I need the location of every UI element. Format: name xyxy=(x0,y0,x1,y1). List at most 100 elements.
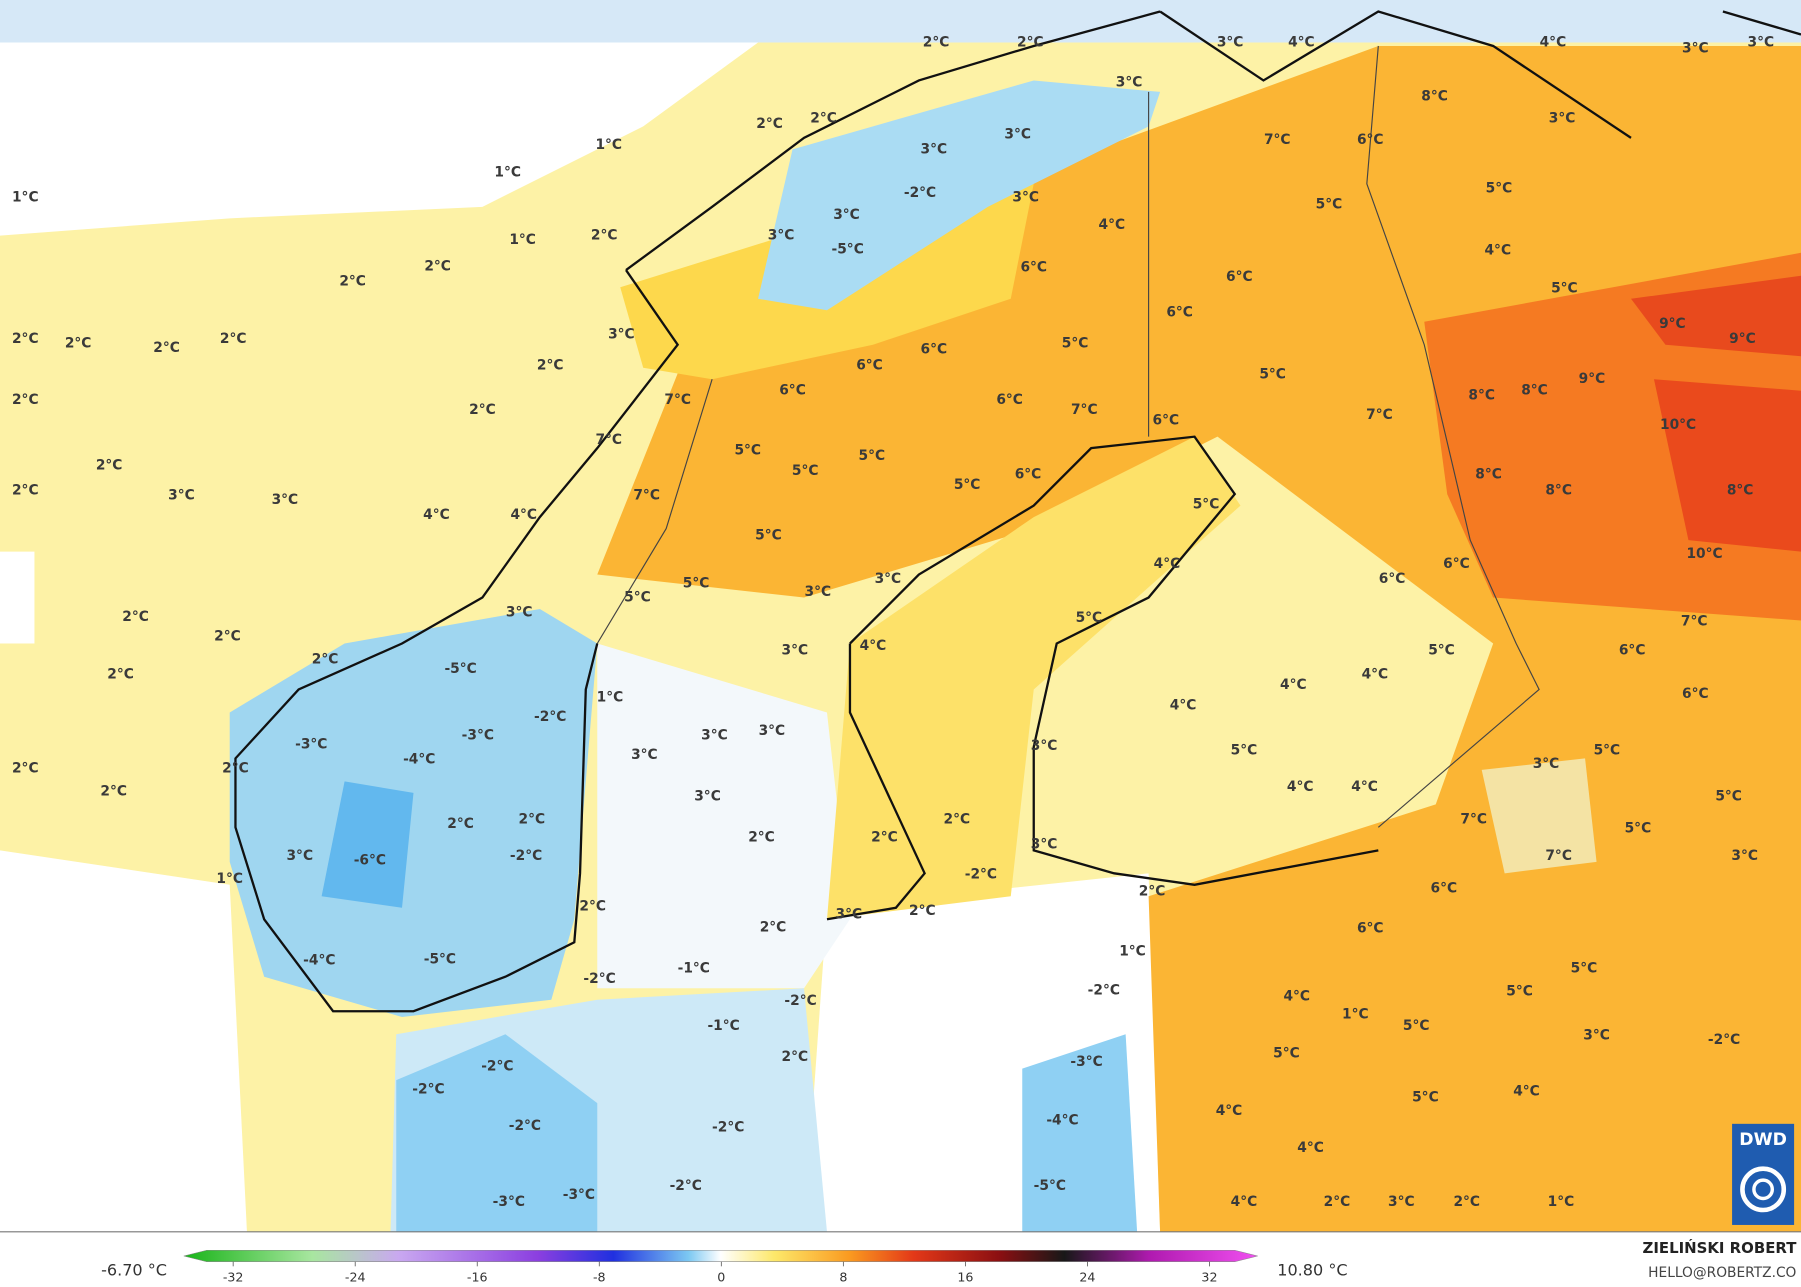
temperature-label: 3°C xyxy=(875,571,902,587)
temperature-label: -4°C xyxy=(403,752,435,768)
temperature-label: -2°C xyxy=(534,709,566,725)
temperature-label: 5°C xyxy=(1412,1089,1439,1105)
temperature-label: 5°C xyxy=(1594,742,1621,758)
temperature-label: 7°C xyxy=(1264,132,1291,148)
temperature-label: 3°C xyxy=(694,788,721,804)
temperature-labels: 2°C 2°C 3°C 4°C 4°C 3°C 3°C 3°C 2°C 2°C 1°C 1°C 1°C 8… xyxy=(12,35,1774,1210)
temperature-label: 3°C xyxy=(1217,35,1244,51)
temperature-label: 7°C xyxy=(664,392,691,408)
temperature-label: 3°C xyxy=(286,848,313,864)
region-red xyxy=(1631,275,1801,357)
temperature-label: 3°C xyxy=(1731,848,1758,864)
temperature-label: 10°C xyxy=(1686,546,1722,562)
temperature-label: 3°C xyxy=(272,492,299,508)
temperature-label: 3°C xyxy=(1533,756,1560,772)
logo-swirl xyxy=(1740,1166,1787,1213)
temperature-label: 7°C xyxy=(633,487,660,503)
temperature-label: 7°C xyxy=(1460,811,1487,827)
coastline xyxy=(234,10,1801,1013)
temperature-label: 3°C xyxy=(833,207,860,223)
temperature-label: 5°C xyxy=(1715,788,1742,804)
temperature-label: -2°C xyxy=(670,1178,702,1194)
colorbar-tick-label: -24 xyxy=(345,1269,366,1284)
temperature-label: 6°C xyxy=(1379,571,1406,587)
temperature-label: -1°C xyxy=(678,961,710,977)
temperature-label: 2°C xyxy=(760,919,787,935)
temperature-label: 5°C xyxy=(1316,197,1343,213)
temperature-label: 5°C xyxy=(1193,496,1220,512)
temperature-label: 3°C xyxy=(768,228,795,244)
colorbar-tick-label: -32 xyxy=(223,1269,244,1284)
temperature-label: 6°C xyxy=(856,357,883,373)
temperature-label: 4°C xyxy=(1287,779,1314,795)
temperature-label: 3°C xyxy=(921,141,948,157)
temperature-label: 4°C xyxy=(1513,1084,1540,1100)
region-white xyxy=(597,643,850,989)
temperature-label: 7°C xyxy=(1071,402,1098,418)
temperature-label: 3°C xyxy=(506,604,533,620)
temperature-label: 6°C xyxy=(1357,132,1384,148)
temperature-label: 2°C xyxy=(1324,1194,1351,1210)
colorbar-tick-label: 16 xyxy=(957,1269,973,1284)
temperature-label: 2°C xyxy=(909,903,936,919)
temperature-label: -3°C xyxy=(493,1194,525,1210)
temperature-label: 2°C xyxy=(519,811,546,827)
temperature-label: 2°C xyxy=(214,629,241,645)
temperature-label: 3°C xyxy=(1388,1194,1415,1210)
region-blue xyxy=(758,80,1161,311)
temperature-label: 3°C xyxy=(1682,40,1709,56)
colorbar xyxy=(183,1249,1258,1263)
temperature-label: 5°C xyxy=(858,448,885,464)
temperature-label: 1°C xyxy=(1548,1194,1575,1210)
colorbar-tick-label: 8 xyxy=(839,1269,847,1284)
temperature-label: 6°C xyxy=(779,383,806,399)
temperature-label: 1°C xyxy=(494,164,521,180)
temperature-label: 5°C xyxy=(1551,280,1578,296)
temperature-label: 4°C xyxy=(1216,1103,1243,1119)
temperature-label: 4°C xyxy=(1297,1140,1324,1156)
temperature-label: 3°C xyxy=(701,727,728,743)
temperature-label: 3°C xyxy=(168,487,195,503)
temperature-label: 8°C xyxy=(1727,483,1754,499)
temperature-label: -1°C xyxy=(707,1018,739,1034)
temperature-label: 6°C xyxy=(1357,920,1384,936)
temperature-label: 6°C xyxy=(1431,880,1458,896)
temperature-label: 2°C xyxy=(96,457,123,473)
temperature-label: 2°C xyxy=(339,274,366,290)
temperature-label: 9°C xyxy=(1729,331,1756,347)
temperature-label: 3°C xyxy=(1748,35,1775,51)
temperature-label: 8°C xyxy=(1521,383,1548,399)
temperature-label: 1°C xyxy=(12,190,39,206)
temperature-label: 1°C xyxy=(595,137,622,153)
temperature-label: 4°C xyxy=(1484,243,1511,259)
temperature-label: -2°C xyxy=(583,971,615,987)
temperature-label: 4°C xyxy=(1540,35,1567,51)
temperature-label: 10°C xyxy=(1660,417,1696,433)
temperature-label: 6°C xyxy=(996,392,1023,408)
temperature-label: 4°C xyxy=(1099,217,1126,233)
temperature-label: -2°C xyxy=(412,1081,444,1097)
temperature-label: 5°C xyxy=(1486,180,1513,196)
temperature-label: 5°C xyxy=(1259,367,1286,383)
temperature-label: 8°C xyxy=(1475,467,1502,483)
temperature-label: -2°C xyxy=(1088,983,1120,999)
temperature-label: 2°C xyxy=(100,784,127,800)
temperature-label: -2°C xyxy=(784,993,816,1009)
temperature-label: 2°C xyxy=(1139,884,1166,900)
temperature-label: 5°C xyxy=(683,576,710,592)
temperature-label: 3°C xyxy=(1012,190,1039,206)
temperature-label: 4°C xyxy=(1231,1194,1258,1210)
border xyxy=(596,45,1540,828)
temperature-label: 8°C xyxy=(1421,89,1448,105)
temperature-label: 5°C xyxy=(792,463,819,479)
temperature-label: 2°C xyxy=(220,331,247,347)
colorbar-tick-label: -8 xyxy=(593,1269,606,1284)
temperature-label: 2°C xyxy=(756,116,783,132)
temperature-label: 7°C xyxy=(1545,848,1572,864)
temperature-label: 3°C xyxy=(836,907,863,923)
temperature-label: 2°C xyxy=(782,1049,809,1065)
region-blue xyxy=(229,609,598,1017)
temperature-label: 4°C xyxy=(1362,667,1389,683)
temperature-label: 4°C xyxy=(1280,677,1307,693)
